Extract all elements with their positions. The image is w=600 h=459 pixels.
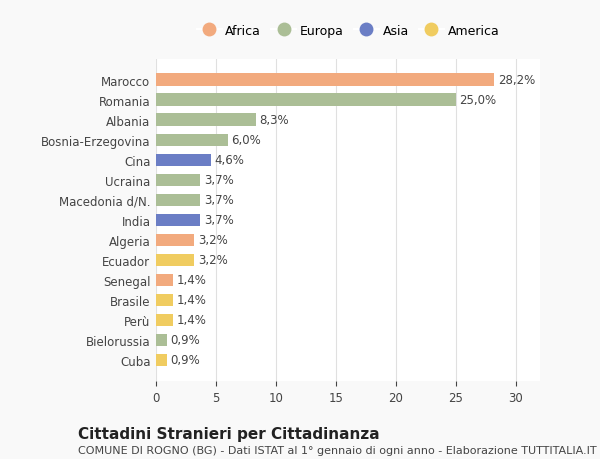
Bar [156, 134, 228, 146]
Legend: Africa, Europa, Asia, America: Africa, Europa, Asia, America [193, 21, 503, 41]
Text: 8,3%: 8,3% [259, 114, 289, 127]
Text: 1,4%: 1,4% [176, 294, 206, 307]
Text: 4,6%: 4,6% [215, 154, 245, 167]
Text: 1,4%: 1,4% [176, 314, 206, 327]
Bar [156, 114, 256, 127]
Text: 3,2%: 3,2% [198, 254, 228, 267]
Bar [156, 74, 494, 87]
Text: Cittadini Stranieri per Cittadinanza: Cittadini Stranieri per Cittadinanza [78, 426, 380, 441]
Bar [156, 354, 167, 366]
Bar [156, 334, 167, 347]
Bar [156, 94, 456, 106]
Bar [156, 314, 173, 326]
Text: 3,2%: 3,2% [198, 234, 228, 247]
Text: 6,0%: 6,0% [232, 134, 262, 147]
Text: 28,2%: 28,2% [498, 74, 535, 87]
Text: 0,9%: 0,9% [170, 354, 200, 367]
Bar [156, 294, 173, 307]
Bar [156, 174, 200, 186]
Bar [156, 274, 173, 286]
Text: 3,7%: 3,7% [204, 214, 234, 227]
Text: 0,9%: 0,9% [170, 334, 200, 347]
Bar [156, 234, 194, 246]
Bar [156, 214, 200, 226]
Text: 3,7%: 3,7% [204, 174, 234, 187]
Text: 3,7%: 3,7% [204, 194, 234, 207]
Bar [156, 194, 200, 207]
Bar [156, 154, 211, 167]
Text: COMUNE DI ROGNO (BG) - Dati ISTAT al 1° gennaio di ogni anno - Elaborazione TUTT: COMUNE DI ROGNO (BG) - Dati ISTAT al 1° … [78, 445, 596, 455]
Text: 1,4%: 1,4% [176, 274, 206, 287]
Bar [156, 254, 194, 267]
Text: 25,0%: 25,0% [460, 94, 497, 107]
